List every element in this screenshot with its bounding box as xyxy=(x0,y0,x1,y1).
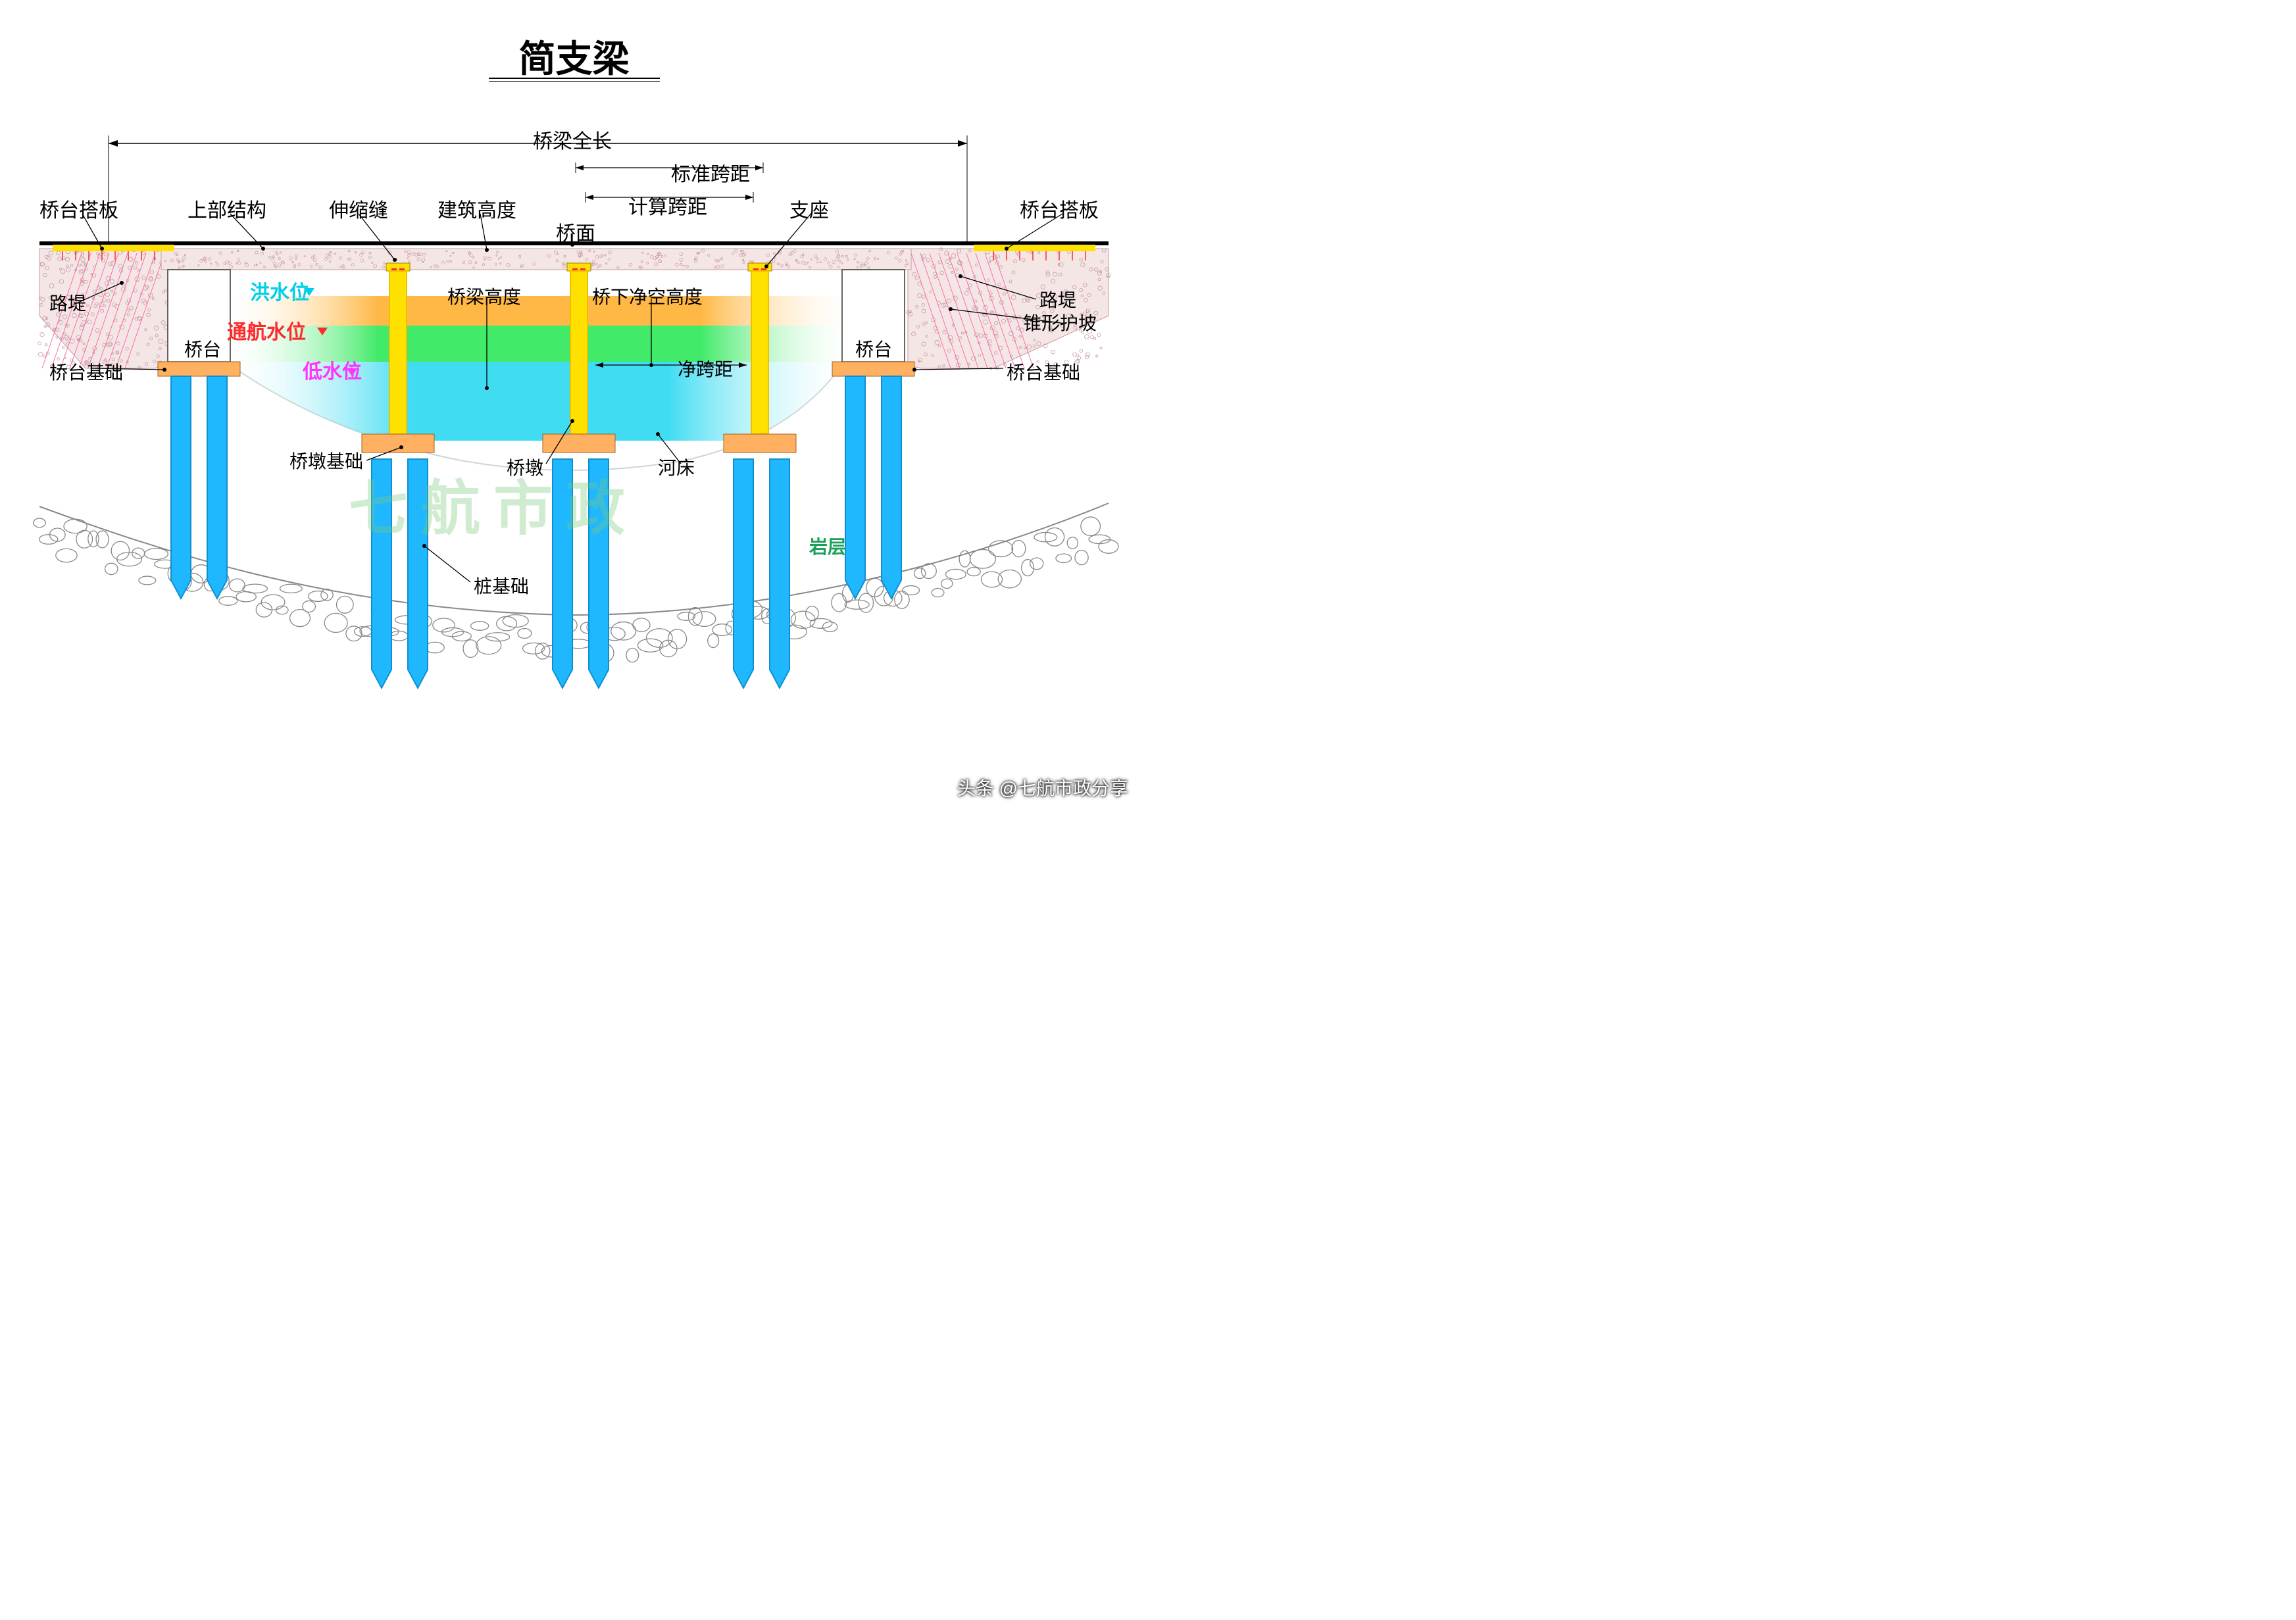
label-abut_L: 桥台 xyxy=(184,335,221,362)
page-title: 简支梁 xyxy=(0,30,1148,83)
label-flood: 洪水位 xyxy=(250,276,309,305)
label-embank_L: 路堤 xyxy=(49,289,86,316)
label-low: 低水位 xyxy=(303,355,362,384)
label-cone_slope: 锥形护坡 xyxy=(1023,309,1097,335)
label-embank_R: 路堤 xyxy=(1039,286,1076,312)
label-abut_R: 桥台 xyxy=(855,335,892,362)
label-std_span: 标准跨距 xyxy=(671,158,750,187)
diagram-canvas xyxy=(0,0,1148,810)
pile xyxy=(845,376,865,599)
pile xyxy=(770,459,789,688)
approach-slab-R xyxy=(974,245,1095,251)
pier xyxy=(389,271,407,434)
title-underline xyxy=(489,78,660,82)
pile xyxy=(207,376,227,599)
label-pier: 桥墩 xyxy=(507,454,543,480)
pier xyxy=(570,271,587,434)
label-exp_joint: 伸缩缝 xyxy=(329,194,388,223)
label-deck: 桥面 xyxy=(556,217,595,246)
label-clear_span: 净跨距 xyxy=(678,355,733,381)
label-under_clr: 桥下净空高度 xyxy=(592,283,703,309)
label-beam_h: 桥梁高度 xyxy=(447,283,521,309)
label-build_h: 建筑高度 xyxy=(437,194,516,223)
label-bearing: 支座 xyxy=(789,194,829,223)
pier xyxy=(751,271,768,434)
watermark: 七航市政 xyxy=(349,460,638,546)
label-bridge_full_length: 桥梁全长 xyxy=(533,125,612,154)
label-superstruct: 上部结构 xyxy=(187,194,266,223)
pile xyxy=(882,376,901,599)
label-pier_fdn: 桥墩基础 xyxy=(289,447,363,474)
pile xyxy=(171,376,191,599)
label-abut_fdn_L: 桥台基础 xyxy=(49,358,123,385)
label-rock: 岩层 xyxy=(809,533,846,559)
label-approach_R: 桥台搭板 xyxy=(1020,194,1099,223)
label-approach_L: 桥台搭板 xyxy=(39,194,118,223)
label-pile: 桩基础 xyxy=(474,572,529,599)
approach-slab-L xyxy=(53,245,174,251)
label-abut_fdn_R: 桥台基础 xyxy=(1007,358,1080,385)
label-riverbed: 河床 xyxy=(658,454,695,480)
pile xyxy=(734,459,753,688)
label-nav: 通航水位 xyxy=(227,316,306,345)
footer-credit: 头条 @七航市政分享 xyxy=(957,774,1128,800)
label-calc_span: 计算跨距 xyxy=(628,191,707,220)
